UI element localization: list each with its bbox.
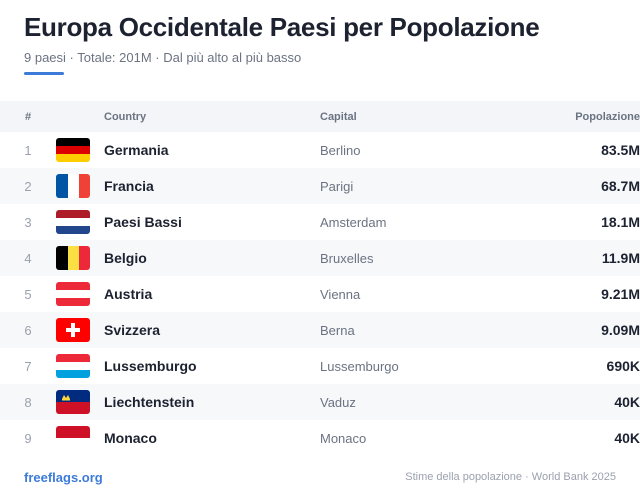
table-row: 1 Germania Berlino 83.5M — [0, 132, 640, 168]
column-header-flag — [56, 101, 104, 132]
be-flag-icon — [56, 246, 90, 270]
row-country: Monaco — [104, 430, 157, 446]
row-rank: 8 — [24, 394, 32, 410]
row-population: 18.1M — [601, 214, 640, 230]
column-header-country: Country — [104, 110, 147, 123]
accent-divider — [24, 72, 64, 75]
table-header-row: # Country Capital Popolazione — [0, 101, 640, 132]
at-flag-icon — [56, 282, 90, 306]
row-rank: 3 — [24, 214, 32, 230]
row-population: 9.09M — [601, 322, 640, 338]
row-rank: 6 — [24, 322, 32, 338]
row-population: 40K — [614, 394, 640, 410]
table-row: 5 Austria Vienna 9.21M — [0, 276, 640, 312]
page-title: Europa Occidentale Paesi per Popolazione — [24, 12, 540, 42]
row-population: 690K — [606, 358, 640, 374]
table-row: 6 Svizzera Berna 9.09M — [0, 312, 640, 348]
ch-flag-icon — [56, 318, 90, 342]
footer-source-note: Stime della popolazione · World Bank 202… — [405, 471, 616, 483]
row-population: 11.9M — [601, 250, 640, 266]
row-population: 9.21M — [601, 286, 640, 302]
row-capital: Parigi — [320, 178, 354, 194]
row-capital: Vienna — [320, 286, 361, 302]
row-population: 68.7M — [601, 178, 640, 194]
row-rank: 9 — [24, 430, 32, 446]
mc-flag-icon — [56, 426, 90, 450]
row-country: Austria — [104, 286, 153, 302]
table-row: 8 Liechtenstein Vaduz 40K — [0, 384, 640, 420]
row-population: 40K — [614, 430, 640, 446]
row-country: Svizzera — [104, 322, 161, 338]
row-rank: 1 — [24, 142, 32, 158]
page-subtitle: 9 paesi · Totale: 201M · Dal più alto al… — [24, 50, 302, 65]
row-country: Lussemburgo — [104, 358, 197, 374]
nl-flag-icon — [56, 210, 90, 234]
de-flag-icon — [56, 138, 90, 162]
column-header-population: Popolazione — [575, 110, 640, 123]
row-rank: 2 — [24, 178, 32, 194]
fr-flag-icon — [56, 174, 90, 198]
row-country: Francia — [104, 178, 154, 194]
li-flag-icon — [56, 390, 90, 414]
table-row: 2 Francia Parigi 68.7M — [0, 168, 640, 204]
row-rank: 5 — [24, 286, 32, 302]
table-row: 3 Paesi Bassi Amsterdam 18.1M — [0, 204, 640, 240]
row-capital: Berna — [320, 322, 355, 338]
row-capital: Lussemburgo — [320, 358, 399, 374]
row-country: Belgio — [104, 250, 147, 266]
column-header-rank: # — [24, 110, 32, 123]
footer-site-link[interactable]: freeflags.org — [24, 470, 103, 485]
row-rank: 7 — [24, 358, 32, 374]
population-table: # Country Capital Popolazione 1 Germania… — [0, 101, 640, 456]
row-country: Liechtenstein — [104, 394, 195, 410]
lu-flag-icon — [56, 354, 90, 378]
row-capital: Monaco — [320, 430, 367, 446]
table-row: 9 Monaco Monaco 40K — [0, 420, 640, 456]
row-population: 83.5M — [601, 142, 640, 158]
row-capital: Bruxelles — [320, 250, 374, 266]
row-capital: Vaduz — [320, 394, 356, 410]
column-header-capital: Capital — [320, 110, 357, 123]
row-country: Germania — [104, 142, 169, 158]
row-rank: 4 — [24, 250, 32, 266]
row-capital: Amsterdam — [320, 214, 387, 230]
row-capital: Berlino — [320, 142, 361, 158]
table-row: 7 Lussemburgo Lussemburgo 690K — [0, 348, 640, 384]
row-country: Paesi Bassi — [104, 214, 182, 230]
table-row: 4 Belgio Bruxelles 11.9M — [0, 240, 640, 276]
